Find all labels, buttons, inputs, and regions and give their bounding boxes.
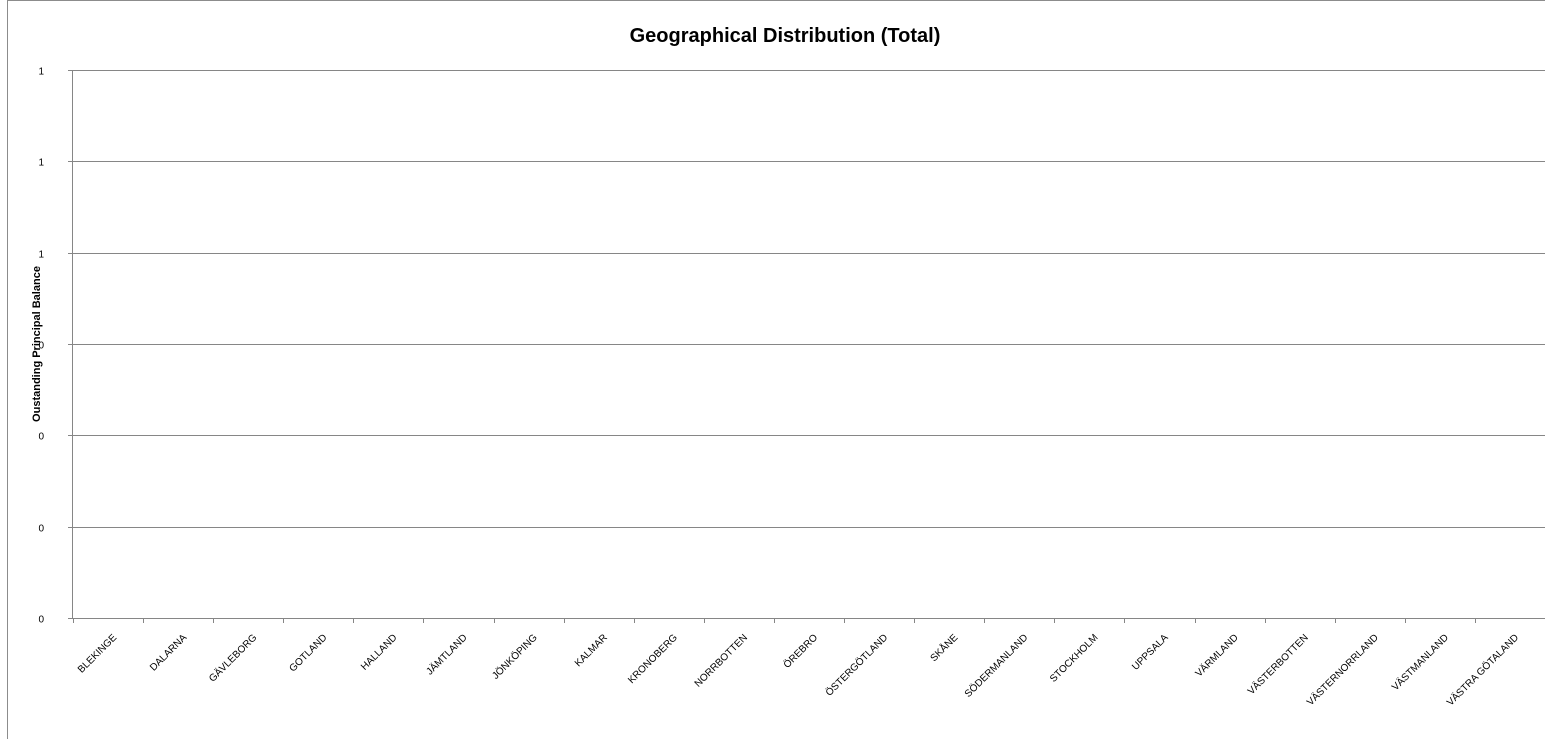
x-tick-label: VÄSTERNORRLAND <box>1304 632 1380 708</box>
x-tick-label: BLEKINGE <box>76 632 119 675</box>
y-tick-label: 1 <box>38 67 44 78</box>
x-tick-label: HALLAND <box>359 632 399 672</box>
x-axis <box>72 70 1545 623</box>
x-tick-label: ÖREBRO <box>781 631 820 670</box>
y-axis-title: Oustanding Principal Balance <box>31 266 43 422</box>
x-tick-label: KALMAR <box>573 632 610 669</box>
y-tick-label: 1 <box>38 250 44 261</box>
x-tick-label: GÄVLEBORG <box>206 631 259 684</box>
x-tick-label: STOCKHOLM <box>1048 632 1100 684</box>
x-tick-label: VÄRMLAND <box>1193 632 1241 680</box>
x-axis-tick-labels: BLEKINGE DALARNA GÄVLEBORG GOTLAND HALLAND JÄ… <box>76 631 1521 709</box>
x-tick-label: VÄSTRA GÖTALAND <box>1444 632 1521 709</box>
x-tick-label: SKÅNE <box>927 631 960 664</box>
x-tick-label: NORRBOTTEN <box>693 632 750 689</box>
x-tick-label: ÖSTERGÖTLAND <box>823 632 890 699</box>
y-axis-tick-labels: 0 0 0 0 1 1 1 <box>38 67 73 626</box>
x-tick-label: SÖDERMANLAND <box>962 632 1030 700</box>
x-tick-label: JÄMTLAND <box>424 632 470 678</box>
x-tick-label: JÖNKÖPING <box>490 631 540 681</box>
x-tick-label: KRONOBERG <box>626 632 680 686</box>
y-tick-label: 0 <box>38 615 44 626</box>
x-tick-label: GOTLAND <box>287 632 329 674</box>
chart-title: Geographical Distribution (Total) <box>630 25 941 47</box>
y-tick-label: 0 <box>38 341 44 352</box>
x-tick-label: VÄSTERBOTTEN <box>1245 632 1310 697</box>
y-tick-label: 0 <box>38 432 44 443</box>
x-tick-label: UPPSALA <box>1130 632 1171 673</box>
y-tick-label: 1 <box>38 158 44 169</box>
x-tick-label: DALARNA <box>148 632 189 673</box>
gridlines <box>73 70 1545 528</box>
y-tick-label: 0 <box>38 524 44 535</box>
x-tick-label: VÄSTMANLAND <box>1389 632 1451 694</box>
